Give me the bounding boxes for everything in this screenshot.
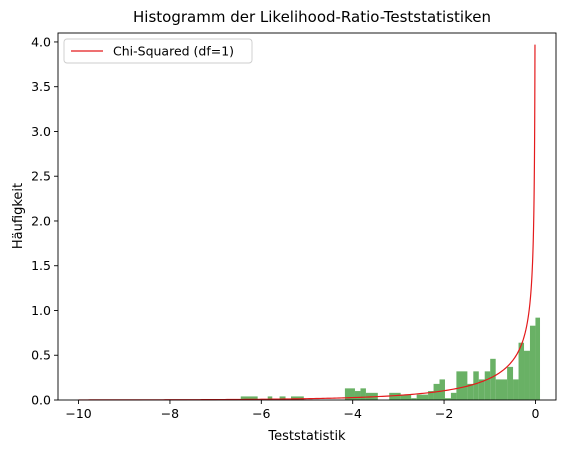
x-tick-label: −6	[252, 406, 270, 421]
y-tick-label: 0.5	[31, 348, 51, 363]
histogram-bar	[411, 398, 417, 400]
histogram-bar	[524, 350, 530, 400]
legend-label-chi-squared: Chi-Squared (df=1)	[113, 44, 234, 59]
histogram-bar	[495, 379, 508, 400]
histogram-bar	[484, 371, 491, 400]
plot-frame	[57, 32, 557, 401]
x-tick-label: −8	[161, 406, 179, 421]
y-tick-label: 3.5	[31, 79, 51, 94]
histogram-bars	[240, 317, 541, 400]
histogram-bar	[529, 325, 536, 400]
y-tick-label: 3.0	[31, 124, 51, 139]
x-tick-label: −2	[435, 406, 453, 421]
x-axis-ticks: −10 −8 −6 −4 −2 0	[65, 400, 539, 421]
histogram-bar	[400, 394, 412, 400]
y-axis-label: Häufigkeit	[11, 183, 26, 249]
histogram-bar	[389, 392, 401, 400]
x-axis-label: Teststatistik	[267, 429, 346, 444]
y-tick-label: 1.0	[31, 303, 51, 318]
x-tick-label: −10	[65, 406, 91, 421]
histogram-bar	[344, 388, 355, 400]
y-tick-label: 2.0	[31, 213, 51, 228]
histogram-bar	[507, 366, 514, 400]
x-tick-label: 0	[531, 406, 539, 421]
y-tick-label: 4.0	[31, 34, 51, 49]
histogram-bar	[478, 379, 485, 400]
histogram-bar	[444, 398, 451, 400]
histogram-bar	[360, 388, 366, 400]
histogram-bar	[428, 391, 434, 400]
histogram-bar	[513, 379, 519, 400]
histogram-bar	[291, 396, 304, 400]
histogram-bar	[416, 394, 429, 400]
y-tick-label: 2.5	[31, 169, 51, 184]
histogram-bar	[439, 379, 445, 400]
legend-box	[63, 38, 253, 64]
histogram-bar	[473, 371, 479, 400]
histogram-bar	[267, 396, 273, 400]
histogram-bar	[467, 383, 474, 400]
histogram-bar	[354, 391, 361, 400]
histogram-bar	[518, 342, 525, 400]
y-axis-ticks: 0.0 0.5 1.0 1.5 2.0 2.5 3.0 3.5 4.0	[31, 34, 58, 408]
chart-title: Histogramm der Likelihood-Ratio-Teststat…	[133, 8, 491, 26]
histogram-bar	[450, 392, 457, 400]
y-tick-label: 0.0	[31, 393, 51, 408]
y-tick-label: 1.5	[31, 258, 51, 273]
legend: Chi-Squared (df=1)	[63, 38, 253, 64]
chi-squared-curve	[78, 44, 536, 401]
histogram-bar	[456, 371, 468, 400]
histogram-bar	[490, 358, 496, 400]
x-tick-label: −4	[343, 406, 361, 421]
histogram-bar	[279, 396, 286, 400]
histogram-bar	[240, 396, 258, 400]
histogram-bar	[535, 317, 541, 400]
